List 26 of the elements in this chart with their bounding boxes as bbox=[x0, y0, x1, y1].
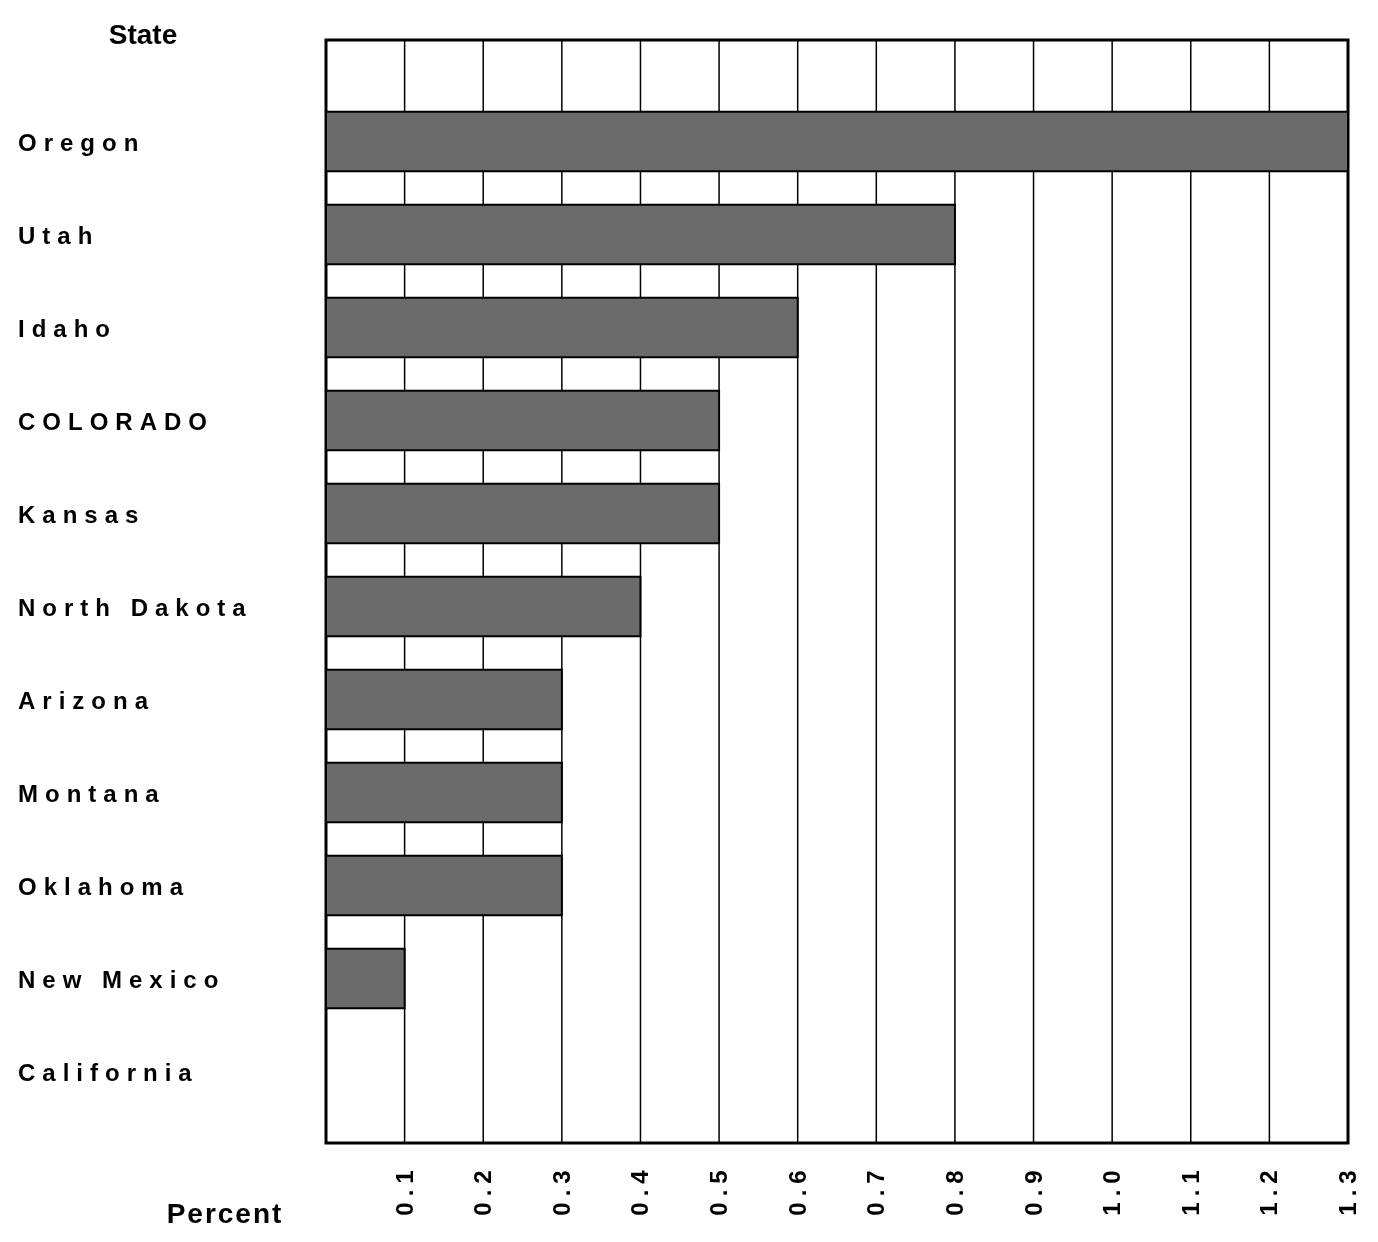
x-tick-label: 0.5 bbox=[705, 1164, 733, 1216]
x-tick-label: 1.2 bbox=[1255, 1164, 1283, 1216]
x-tick-label: 1.1 bbox=[1176, 1164, 1204, 1216]
y-tick-label: Utah bbox=[18, 221, 100, 249]
x-tick-label: 0.6 bbox=[783, 1164, 811, 1216]
y-tick-label: California bbox=[18, 1058, 199, 1086]
x-tick-label: 0.1 bbox=[390, 1164, 418, 1216]
y-tick-label: North Dakota bbox=[18, 593, 253, 621]
x-tick-label: 1.3 bbox=[1334, 1164, 1361, 1216]
x-axis-title: Percent bbox=[166, 1198, 284, 1229]
x-tick-label: 0.9 bbox=[1019, 1164, 1047, 1216]
y-tick-label: Arizona bbox=[18, 686, 156, 714]
x-tick-label: 0.2 bbox=[469, 1164, 497, 1216]
x-tick-label: 1.0 bbox=[1098, 1164, 1126, 1216]
y-tick-label: Oklahoma bbox=[18, 872, 191, 900]
x-tick-label: 0.3 bbox=[547, 1164, 575, 1216]
y-tick-label: COLORADO bbox=[18, 407, 214, 435]
y-axis-title: State bbox=[108, 19, 178, 50]
y-tick-label: Kansas bbox=[18, 500, 146, 528]
y-tick-label: Idaho bbox=[18, 314, 117, 342]
y-tick-label: Montana bbox=[18, 779, 166, 807]
x-tick-label: 0.4 bbox=[626, 1164, 654, 1216]
x-tick-label: 0.7 bbox=[862, 1164, 890, 1216]
y-tick-label: New Mexico bbox=[18, 965, 226, 993]
y-tick-label: Oregon bbox=[18, 128, 146, 156]
x-tick-label: 0.8 bbox=[940, 1164, 968, 1216]
